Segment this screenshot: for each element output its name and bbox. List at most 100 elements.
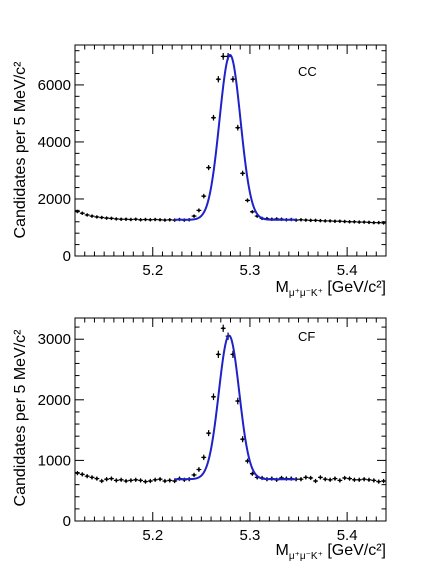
data-point <box>113 478 119 483</box>
data-point <box>303 218 309 222</box>
point-marker <box>80 211 84 215</box>
y-axis-label: Candidates per 5 MeV/c² <box>12 61 29 239</box>
point-marker <box>319 476 322 479</box>
point-marker <box>85 474 89 478</box>
data-point <box>84 213 90 217</box>
data-point <box>342 475 348 481</box>
data-point <box>376 220 382 225</box>
point-marker <box>76 471 79 475</box>
data-point <box>249 210 255 214</box>
data-point <box>143 217 148 222</box>
data-point <box>79 472 85 477</box>
point-marker <box>377 480 381 483</box>
point-marker <box>221 55 225 58</box>
point-marker <box>314 219 317 222</box>
point-marker <box>139 218 142 222</box>
point-marker <box>158 477 162 481</box>
data-point <box>113 217 119 221</box>
point-marker <box>382 221 385 225</box>
x-axis-label: Mμ⁺μ⁻K⁺ [GeV/c²] <box>276 542 386 562</box>
point-marker <box>246 199 249 202</box>
point-marker <box>144 218 147 221</box>
data-point <box>206 165 212 171</box>
x-tick-label: 5.3 <box>240 527 261 544</box>
data-point <box>220 324 226 332</box>
point-marker <box>197 468 201 471</box>
point-marker <box>90 214 94 218</box>
data-point <box>75 471 80 476</box>
point-marker <box>105 216 108 220</box>
point-marker <box>338 219 342 223</box>
y-tick-label: 6000 <box>38 77 71 94</box>
x-tick-label: 5.2 <box>142 262 163 279</box>
point-marker <box>367 221 371 224</box>
point-marker <box>333 477 337 480</box>
data-point <box>351 220 357 224</box>
data-point <box>211 114 216 121</box>
point-marker <box>343 476 346 480</box>
data-point <box>99 478 105 484</box>
data-point <box>201 193 207 199</box>
point-marker <box>168 218 172 222</box>
point-marker <box>314 479 317 483</box>
y-axis-label: Candidates per 5 MeV/c² <box>12 329 29 507</box>
point-marker <box>110 477 113 480</box>
data-point <box>196 208 202 213</box>
data-point <box>118 217 124 221</box>
data-point <box>109 216 114 221</box>
y-tick-label: 0 <box>63 513 71 530</box>
data-point <box>245 198 250 203</box>
point-marker <box>251 472 254 476</box>
data-point <box>342 219 348 224</box>
x-tick-label: 5.4 <box>337 527 358 544</box>
data-point <box>327 477 333 482</box>
data-point <box>235 124 241 131</box>
point-marker <box>236 126 240 129</box>
point-marker <box>119 217 123 221</box>
data-point <box>196 467 202 472</box>
point-marker <box>212 395 215 399</box>
data-point <box>133 477 139 482</box>
point-marker <box>217 353 220 356</box>
y-tick-label: 2000 <box>38 392 71 409</box>
data-point <box>104 477 110 482</box>
point-marker <box>372 479 376 482</box>
point-marker <box>207 166 210 169</box>
point-marker <box>90 476 94 479</box>
point-marker <box>202 194 206 198</box>
x-axis-ticks: 5.2 5.3 5.4 <box>84 45 387 279</box>
point-marker <box>304 476 308 479</box>
point-marker <box>119 478 123 482</box>
data-point <box>138 218 144 222</box>
fit-curve <box>174 334 297 481</box>
data-point <box>356 477 362 482</box>
data-point <box>123 478 129 484</box>
point-marker <box>343 220 346 223</box>
point-marker <box>158 218 162 222</box>
point-marker <box>163 218 167 222</box>
point-marker <box>246 459 249 463</box>
data-point <box>317 218 323 223</box>
point-marker <box>236 399 240 403</box>
data-point <box>322 219 328 223</box>
point-marker <box>80 473 84 476</box>
point-marker <box>299 477 303 481</box>
x-tick-label: 5.2 <box>142 527 163 544</box>
data-point <box>327 219 333 223</box>
point-marker <box>124 479 128 483</box>
data-point <box>147 478 153 484</box>
point-marker <box>319 219 322 222</box>
data-point <box>366 220 372 225</box>
point-marker <box>76 210 79 213</box>
data-point <box>240 436 246 443</box>
data-point <box>332 476 338 481</box>
point-marker <box>149 479 152 483</box>
point-marker <box>134 478 138 482</box>
data-point <box>147 218 153 222</box>
data-point <box>356 220 362 224</box>
point-marker <box>168 479 172 482</box>
data-point <box>89 214 95 218</box>
point-marker <box>192 473 196 477</box>
data-point <box>298 477 304 482</box>
point-marker <box>221 327 225 330</box>
